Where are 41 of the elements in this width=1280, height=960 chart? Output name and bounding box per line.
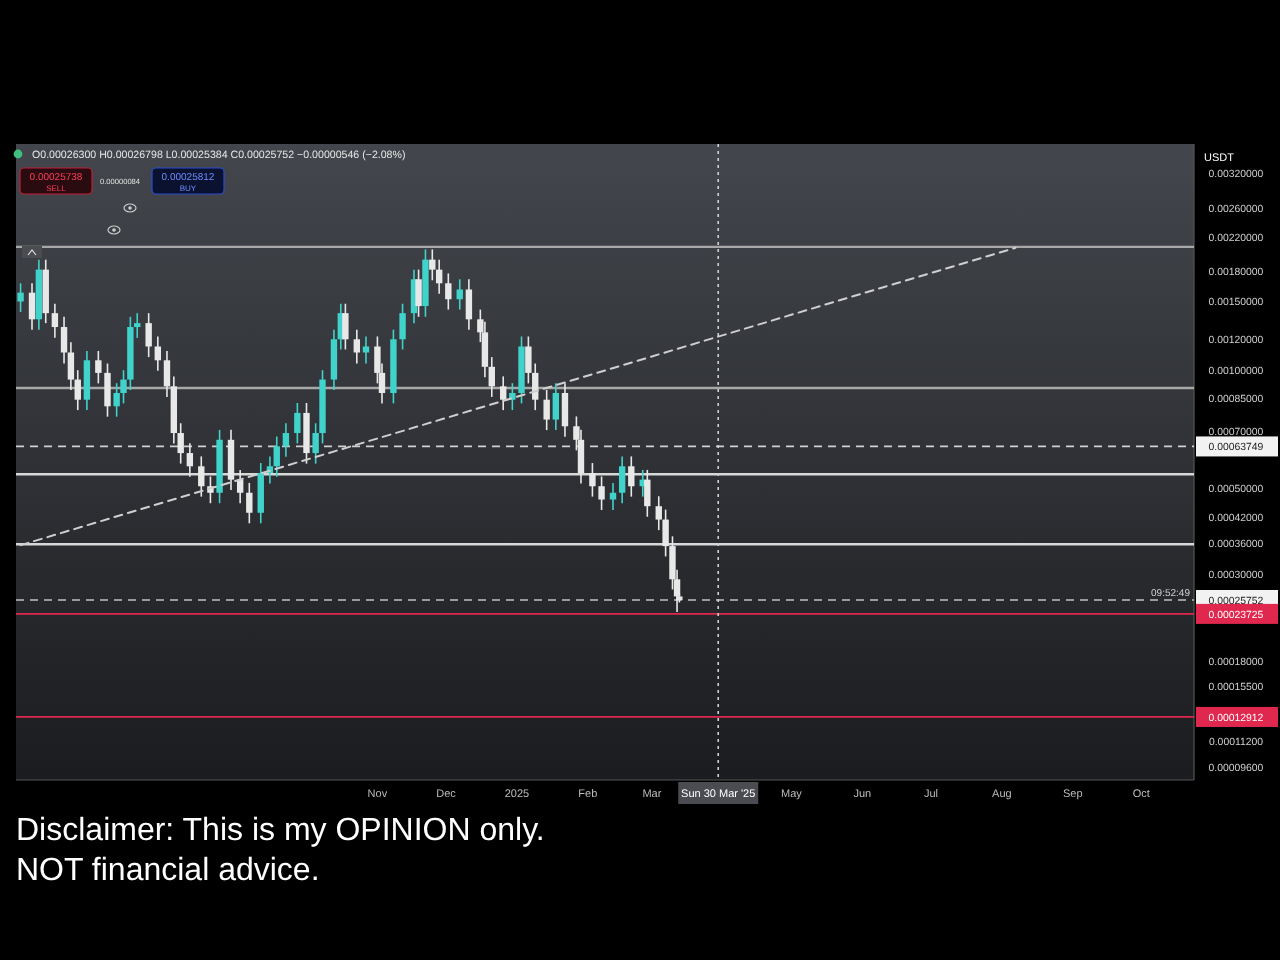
candlestick <box>518 335 525 405</box>
text: Disclaimer: This is my OPINION only. <box>16 814 545 848</box>
candlestick <box>618 455 626 504</box>
candlestick <box>598 475 605 511</box>
candlestick <box>17 282 24 313</box>
candlestick <box>552 382 560 431</box>
candlestick <box>83 350 91 411</box>
candlestick <box>415 268 422 318</box>
candlestick <box>186 442 194 478</box>
candlestick <box>628 455 635 498</box>
candlestick <box>399 302 406 351</box>
candlestick <box>509 382 516 411</box>
candlestick <box>42 258 49 324</box>
candlestick <box>456 278 463 311</box>
candlestick <box>342 302 349 351</box>
candlestick <box>154 335 162 372</box>
candlestick <box>303 402 310 465</box>
candlestick <box>609 482 617 511</box>
candlestick <box>422 248 429 318</box>
candlestick <box>51 302 59 339</box>
candlestick <box>104 362 111 418</box>
candlestick <box>95 350 102 385</box>
candlestick <box>145 312 152 358</box>
candlestick <box>246 482 253 525</box>
candlestick <box>465 278 473 331</box>
candlestick <box>353 328 361 365</box>
candlestick <box>543 389 550 431</box>
candlestick <box>273 435 280 478</box>
candlestick <box>294 402 301 445</box>
candlestick <box>644 469 651 518</box>
candlestick <box>257 462 264 525</box>
candlestick <box>589 462 596 498</box>
text: NOT financial advice. <box>16 854 320 888</box>
candlestick <box>28 282 36 331</box>
candlestick <box>445 272 452 311</box>
candlestick <box>561 382 569 438</box>
candlestick <box>198 455 205 498</box>
candlestick <box>500 375 507 411</box>
candlestick <box>282 422 290 458</box>
candlestick <box>362 335 370 365</box>
candlestick <box>227 429 235 491</box>
